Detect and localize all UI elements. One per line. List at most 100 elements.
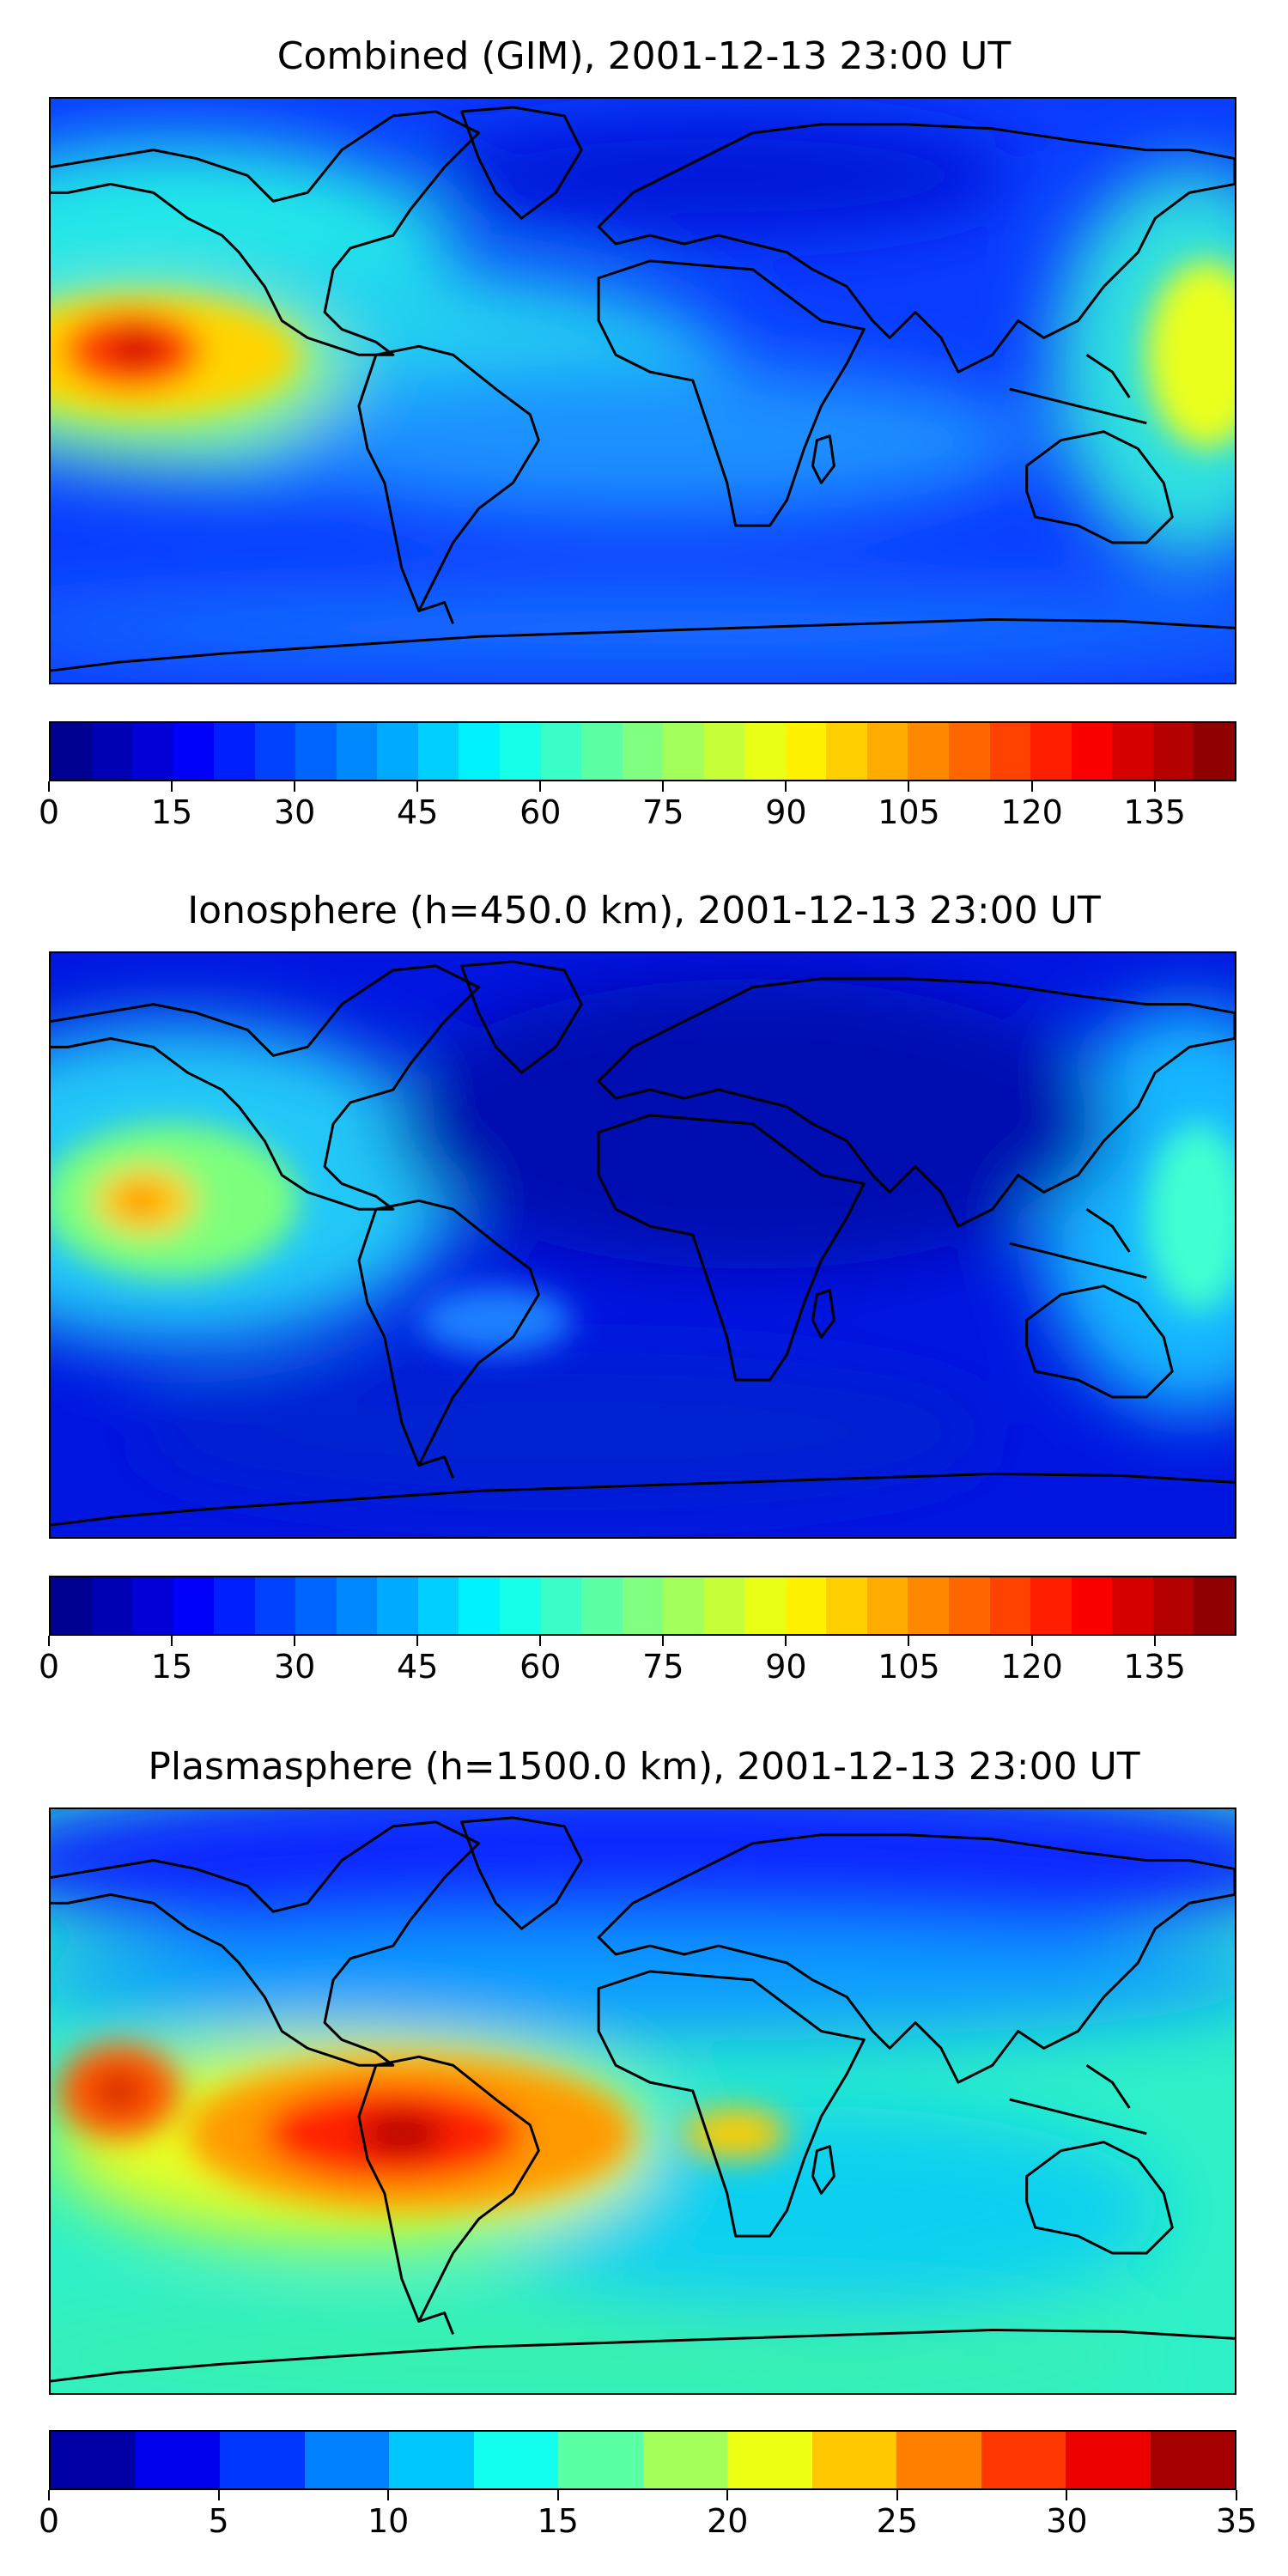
- colorbar-segment: [1152, 723, 1194, 780]
- colorbar-segment: [377, 723, 418, 780]
- colorbar-tick: [1030, 781, 1033, 792]
- colorbar-segment: [581, 723, 623, 780]
- colorbar-tick-label: 75: [642, 793, 684, 831]
- colorbar-segment: [336, 1577, 378, 1634]
- colorbar-segment: [981, 2432, 1066, 2488]
- colorbar-tick: [1030, 1636, 1033, 1646]
- colorbar-segment: [866, 723, 908, 780]
- colorbar-segment: [51, 1577, 92, 1634]
- colorbar-segment: [622, 1577, 664, 1634]
- colorbar-tick: [416, 781, 419, 792]
- colorbar-tick: [1153, 1636, 1156, 1646]
- map-combined: [49, 97, 1236, 684]
- colorbar-tick: [171, 781, 173, 792]
- colorbar-segment: [254, 723, 296, 780]
- colorbar-tick: [896, 2490, 898, 2500]
- colorbar-segment: [663, 1577, 704, 1634]
- colorbar-segment: [295, 723, 337, 780]
- colorbar-tick: [539, 1636, 542, 1646]
- colorbar-segment: [91, 1577, 133, 1634]
- colorbar-tick-label: 135: [1123, 1648, 1186, 1686]
- colorbar-segment: [1071, 1577, 1113, 1634]
- colorbar-ticks-ionosphere: 0 15 30 45 60 75 90 105 120 135: [39, 1636, 1236, 1687]
- map-ionosphere-svg: [51, 953, 1235, 1537]
- colorbar-tick: [48, 2490, 50, 2500]
- colorbar-tick-label: 5: [208, 2502, 229, 2540]
- colorbar-tick-label: 0: [38, 1648, 60, 1686]
- colorbar-segment: [295, 1577, 337, 1634]
- colorbar-segment: [91, 723, 133, 780]
- colorbar-tick-label: 0: [38, 2502, 60, 2540]
- colorbar-segment: [254, 1577, 296, 1634]
- colorbar-segment: [173, 1577, 215, 1634]
- colorbar-segment: [581, 1577, 623, 1634]
- colorbar-tick: [1066, 2490, 1068, 2500]
- colorbar-segment: [989, 723, 1031, 780]
- panel-title-combined: Combined (GIM), 2001-12-13 23:00 UT: [276, 34, 1012, 78]
- colorbar-tick: [785, 781, 787, 792]
- colorbar-tick-label: 30: [273, 1648, 316, 1686]
- colorbar-segment: [304, 2432, 389, 2488]
- colorbar-segment: [1150, 2432, 1235, 2488]
- panel-title-ionosphere: Ionosphere (h=450.0 km), 2001-12-13 23:0…: [187, 889, 1101, 933]
- colorbar-tick-label: 15: [150, 793, 193, 831]
- colorbar-ionosphere: [49, 1576, 1236, 1636]
- colorbar-segment: [1112, 723, 1153, 780]
- colorbar-segment: [1066, 2432, 1151, 2488]
- map-plasmasphere-svg: [51, 1809, 1235, 2393]
- colorbar-tick-label: 15: [537, 2502, 579, 2540]
- colorbar-tick: [1153, 781, 1156, 792]
- colorbar-tick: [294, 781, 296, 792]
- colorbar-tick-label: 30: [1046, 2502, 1088, 2540]
- colorbar-tick: [908, 781, 910, 792]
- colorbar-tick: [171, 1636, 173, 1646]
- colorbar-segment: [1071, 723, 1113, 780]
- colorbar-segment: [214, 1577, 255, 1634]
- colorbar-segment: [703, 1577, 745, 1634]
- colorbar-segment: [727, 2432, 812, 2488]
- colorbar-tick: [48, 781, 50, 792]
- colorbar-tick: [48, 1636, 50, 1646]
- colorbar-segment: [51, 723, 92, 780]
- colorbar-segment: [866, 1577, 908, 1634]
- colorbar-tick-label: 10: [367, 2502, 410, 2540]
- colorbar-tick-label: 15: [150, 1648, 193, 1686]
- colorbar-ticks-plasmasphere: 0 5 10 15 20 25 30 35: [39, 2490, 1257, 2542]
- colorbar-tick-label: 45: [397, 793, 439, 831]
- colorbar-segment: [622, 723, 664, 780]
- colorbar-segment: [744, 723, 786, 780]
- colorbar-segment: [1030, 1577, 1072, 1634]
- colorbar-tick-label: 90: [765, 1648, 807, 1686]
- colorbar-segment: [642, 2432, 727, 2488]
- colorbar-tick-label: 60: [519, 1648, 562, 1686]
- colorbar-segment: [1030, 723, 1072, 780]
- colorbar-tick: [556, 2490, 559, 2500]
- colorbar-segment: [220, 2432, 305, 2488]
- colorbar-segment: [473, 2432, 558, 2488]
- colorbar-ticks-combined: 0 15 30 45 60 75 90 105 120 135: [39, 781, 1236, 833]
- colorbar-segment: [989, 1577, 1031, 1634]
- colorbar-segment: [336, 723, 378, 780]
- colorbar-tick: [416, 1636, 419, 1646]
- colorbar-segment: [389, 2432, 474, 2488]
- colorbar-segment: [417, 723, 459, 780]
- colorbar-segment: [132, 1577, 173, 1634]
- map-plasmasphere: [49, 1807, 1236, 2395]
- colorbar-segment: [1194, 1577, 1235, 1634]
- colorbar-tick-label: 105: [878, 793, 940, 831]
- colorbar-segment: [540, 1577, 582, 1634]
- colorbar-segment: [811, 2432, 896, 2488]
- colorbar-tick-label: 90: [765, 793, 807, 831]
- colorbar-segment: [785, 723, 827, 780]
- colorbar-tick: [662, 1636, 665, 1646]
- colorbar-segment: [949, 1577, 990, 1634]
- colorbar-segment: [500, 1577, 541, 1634]
- colorbar-segment: [377, 1577, 418, 1634]
- colorbar-segment: [785, 1577, 827, 1634]
- colorbar-segment: [1152, 1577, 1194, 1634]
- colorbar-segment: [908, 723, 950, 780]
- colorbar-segment: [500, 723, 541, 780]
- colorbar-tick-label: 30: [273, 793, 316, 831]
- colorbar-tick: [662, 781, 665, 792]
